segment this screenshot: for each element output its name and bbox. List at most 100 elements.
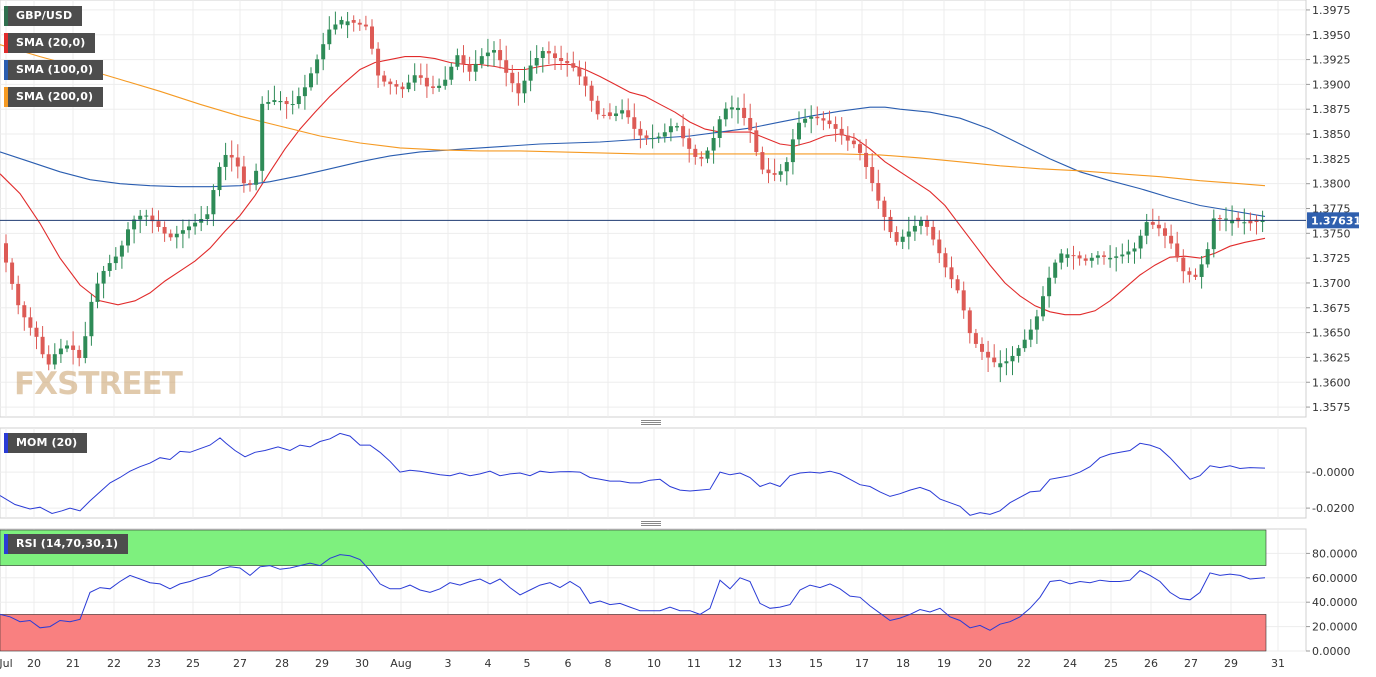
candle-body xyxy=(1150,222,1155,225)
y-tick-label: 1.3625 xyxy=(1312,351,1351,364)
y-tick-label: 1.3650 xyxy=(1312,327,1351,340)
candle-body xyxy=(284,101,289,105)
candle-body xyxy=(1260,220,1265,223)
candle-body xyxy=(632,117,637,129)
candle-body xyxy=(980,343,984,352)
candle-body xyxy=(742,107,747,118)
oscillator-lines xyxy=(0,432,1266,631)
mom-line xyxy=(0,432,1266,516)
candle-body xyxy=(248,183,252,185)
candle-body xyxy=(559,58,564,62)
candle-body xyxy=(260,103,265,171)
x-tick-label: 24 xyxy=(1063,657,1077,670)
x-tick-label: 18 xyxy=(896,657,910,670)
candle-body xyxy=(790,139,795,163)
candle-body xyxy=(1132,248,1137,252)
candle-body xyxy=(65,345,69,349)
candle-body xyxy=(290,104,295,106)
candle-body xyxy=(906,231,911,237)
candle-body xyxy=(461,55,466,65)
candle-body xyxy=(485,52,490,57)
candle-body xyxy=(992,357,997,363)
candle-body xyxy=(101,270,106,284)
candle-body xyxy=(858,144,862,153)
candle-body xyxy=(424,77,429,87)
x-tick-label: 6 xyxy=(565,657,572,670)
candle-body xyxy=(851,140,856,145)
x-tick-label: 19 xyxy=(937,657,951,670)
candle-body xyxy=(376,48,381,76)
candle-body xyxy=(205,214,210,219)
rsi-line xyxy=(0,554,1266,631)
y-tick-label: 1.3925 xyxy=(1312,54,1351,67)
candle-body xyxy=(723,108,728,120)
candle-body xyxy=(1211,218,1216,250)
legend-rsi[interactable]: RSI (14,70,30,1) xyxy=(4,534,129,554)
candle-body xyxy=(711,137,716,151)
candle-body xyxy=(833,124,838,129)
legend-symbol[interactable]: GBP/USD xyxy=(4,6,83,26)
legend-symbol-label: GBP/USD xyxy=(16,9,73,22)
x-tick-label: 10 xyxy=(647,657,661,670)
candle-body xyxy=(876,183,881,201)
y-tick-label: -0.0000 xyxy=(1312,466,1354,479)
candle-body xyxy=(1108,257,1113,260)
legend-mom[interactable]: MOM (20) xyxy=(4,433,88,453)
mom-panel[interactable] xyxy=(0,427,1307,519)
legend-sma200[interactable]: SMA (200,0) xyxy=(4,87,104,107)
candle-body xyxy=(601,114,606,116)
candle-body xyxy=(180,230,185,234)
candle-body xyxy=(949,267,954,280)
candle-body xyxy=(1205,249,1210,265)
candle-body xyxy=(729,107,734,110)
candle-body xyxy=(1230,219,1235,224)
candle-body xyxy=(266,101,271,104)
watermark-logo: FXSTREET xyxy=(14,366,183,402)
panel-resize-handle[interactable] xyxy=(641,521,661,527)
candle-body xyxy=(827,120,832,125)
candle-body xyxy=(95,283,100,302)
candle-body xyxy=(1114,256,1119,258)
x-tick-label: 8 xyxy=(605,657,612,670)
legend-sma20[interactable]: SMA (20,0) xyxy=(4,33,96,53)
y-tick-label: 1.3975 xyxy=(1312,4,1351,17)
x-tick-label: 29 xyxy=(315,657,329,670)
candle-body xyxy=(986,351,991,358)
candle-body xyxy=(821,118,826,121)
y-tick-label: 1.3675 xyxy=(1312,302,1351,315)
candle-body xyxy=(1016,348,1021,356)
candle-body xyxy=(119,245,124,257)
candle-body xyxy=(278,101,283,103)
legend-swatch xyxy=(4,60,8,80)
candle-body xyxy=(650,138,655,140)
candle-body xyxy=(1077,255,1082,259)
candle-body xyxy=(644,135,649,138)
candle-body xyxy=(479,56,484,64)
x-tick-label: 22 xyxy=(107,657,121,670)
candle-body xyxy=(16,283,21,306)
legend-sma100[interactable]: SMA (100,0) xyxy=(4,60,104,80)
candle-body xyxy=(1248,220,1253,224)
candle-body xyxy=(687,138,692,149)
candle-body xyxy=(717,119,722,138)
candle-body xyxy=(912,225,917,232)
candle-body xyxy=(705,150,710,159)
candle-body xyxy=(626,110,631,118)
candle-body xyxy=(1095,255,1100,258)
panel-resize-handle[interactable] xyxy=(641,420,661,426)
candle-body xyxy=(83,336,88,359)
candle-body xyxy=(681,126,686,139)
candle-body xyxy=(998,363,1003,368)
candle-body xyxy=(583,76,588,86)
candle-body xyxy=(900,236,905,242)
candle-body xyxy=(254,170,259,185)
candle-body xyxy=(1102,255,1106,257)
x-tick-label: 26 xyxy=(1144,657,1158,670)
candle-body xyxy=(126,229,130,246)
candle-body xyxy=(302,87,307,97)
candle-body xyxy=(28,317,33,328)
candle-body xyxy=(168,233,173,238)
x-tick-label: 29 xyxy=(1224,657,1238,670)
rsi-overbought-zone xyxy=(0,529,1267,566)
candle-body xyxy=(345,21,350,26)
